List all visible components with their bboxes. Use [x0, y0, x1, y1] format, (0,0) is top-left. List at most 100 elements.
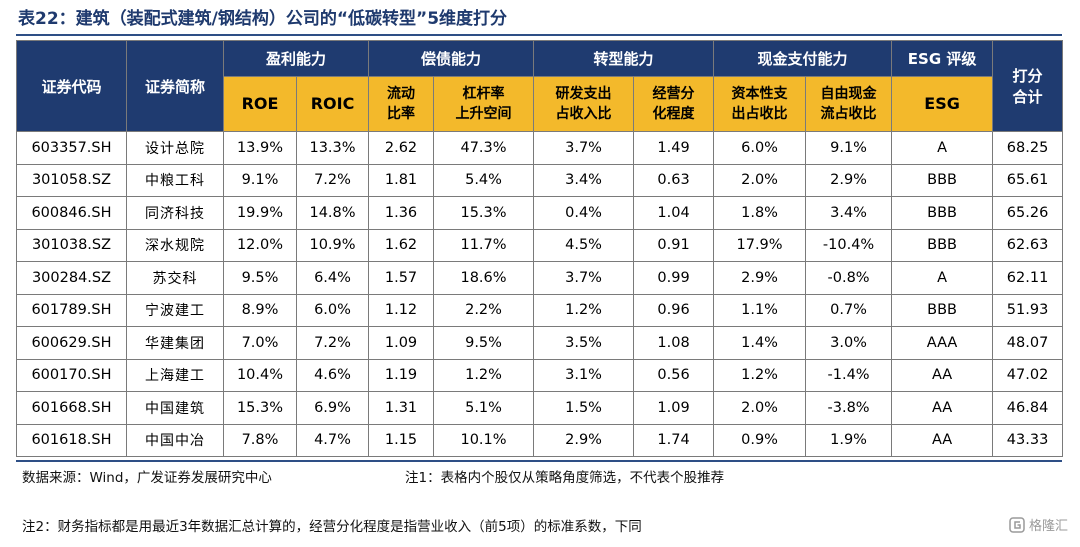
- table-cell: 3.4%: [533, 163, 635, 197]
- table-bottom-rule: [16, 460, 1062, 462]
- table-cell: 1.09: [368, 326, 435, 360]
- table-cell: 2.9%: [805, 163, 893, 197]
- header-metric-6: 资本性支 出占收比: [713, 76, 807, 132]
- table-cell: 10.9%: [295, 228, 370, 262]
- table-cell: 9.1%: [805, 131, 893, 165]
- table-cell: 601789.SH: [16, 293, 127, 327]
- header-metric-3: 杠杆率 上升空间: [433, 76, 535, 132]
- table-cell: 设计总院: [126, 131, 224, 165]
- table-cell: 0.96: [633, 293, 715, 327]
- table-cell: 3.7%: [533, 131, 635, 165]
- table-cell: 1.1%: [713, 293, 807, 327]
- table-cell: 3.5%: [533, 326, 635, 360]
- table-cell: 0.9%: [713, 423, 807, 457]
- table-cell: 9.5%: [223, 261, 297, 295]
- note-1: 注1：表格内个股仅从策略角度筛选，不代表个股推荐: [405, 470, 725, 486]
- table-cell: 10.4%: [223, 358, 297, 392]
- table-row: 300284.SZ 苏交科 9.5% 6.4% 1.57 18.6% 3.7% 0.99 2.9…: [16, 261, 1064, 295]
- header-group-solvency: 偿债能力: [368, 40, 535, 77]
- score-table: 证券代码 证券简称 盈利能力 偿债能力 转型能力 现金支付能力 ESG 评级 打…: [16, 40, 1064, 457]
- table-cell: 8.9%: [223, 293, 297, 327]
- table-cell: 0.4%: [533, 196, 635, 230]
- header-group-profitability: 盈利能力: [222, 40, 370, 77]
- table-cell: 0.56: [633, 358, 715, 392]
- gelonghui-logo-icon: [1009, 516, 1025, 533]
- table-cell: 1.36: [368, 196, 435, 230]
- table-cell: -10.4%: [805, 228, 893, 262]
- header-name: 证券简称: [126, 40, 224, 132]
- table-cell: 7.0%: [223, 326, 297, 360]
- table-cell: 7.2%: [295, 326, 370, 360]
- table-cell: BBB: [891, 196, 994, 230]
- table-cell: 7.2%: [295, 163, 370, 197]
- table-cell: -3.8%: [805, 391, 893, 425]
- table-cell: 5.4%: [433, 163, 535, 197]
- table-cell: 3.0%: [805, 326, 893, 360]
- table-cell: 1.8%: [713, 196, 807, 230]
- header-metric-8: ESG: [891, 76, 994, 132]
- table-cell: 51.93: [992, 293, 1064, 327]
- table-cell: 62.63: [992, 228, 1064, 262]
- table-cell: BBB: [891, 163, 994, 197]
- table-cell: 15.3%: [433, 196, 535, 230]
- watermark: 格隆汇: [1009, 515, 1068, 534]
- table-cell: AA: [891, 423, 994, 457]
- table-cell: 0.91: [633, 228, 715, 262]
- table-cell: BBB: [891, 293, 994, 327]
- header-score: 打分 合计: [992, 40, 1064, 132]
- header-metric-line1: 自由现金: [820, 86, 877, 102]
- table-row: 301058.SZ 中粮工科 9.1% 7.2% 1.81 5.4% 3.4% 0.63 2.0…: [16, 163, 1064, 197]
- table-cell: 3.1%: [533, 358, 635, 392]
- table-cell: AA: [891, 391, 994, 425]
- table-cell: 中国中冶: [126, 423, 224, 457]
- table-cell: 1.74: [633, 423, 715, 457]
- table-cell: 11.7%: [433, 228, 535, 262]
- table-cell: 1.15: [368, 423, 435, 457]
- table-cell: 3.4%: [805, 196, 893, 230]
- header-row-groups: 证券代码 证券简称 盈利能力 偿债能力 转型能力 现金支付能力 ESG 评级 打…: [16, 40, 1064, 132]
- table-cell: 10.1%: [433, 423, 535, 457]
- header-code: 证券代码: [16, 40, 127, 132]
- data-source: 数据来源：Wind，广发证券发展研究中心: [22, 470, 272, 486]
- table-cell: 宁波建工: [126, 293, 224, 327]
- table-cell: 2.0%: [713, 163, 807, 197]
- table-cell: 600629.SH: [16, 326, 127, 360]
- table-cell: 6.0%: [713, 131, 807, 165]
- table-row: 601668.SH 中国建筑 15.3% 6.9% 1.31 5.1% 1.5% 1.09 2.…: [16, 391, 1064, 425]
- table-cell: 603357.SH: [16, 131, 127, 165]
- header-metric-2: 流动 比率: [368, 76, 435, 132]
- header-metric-line2: 上升空间: [455, 106, 512, 122]
- table-cell: 12.0%: [223, 228, 297, 262]
- table-row: 603357.SH 设计总院 13.9% 13.3% 2.62 47.3% 3.7% 1.49…: [16, 131, 1064, 165]
- table-cell: 65.61: [992, 163, 1064, 197]
- header-metric-line1: ESG: [924, 94, 960, 113]
- table-cell: 601618.SH: [16, 423, 127, 457]
- header-metric-line1: 资本性支: [731, 86, 788, 102]
- table-cell: 65.26: [992, 196, 1064, 230]
- table-cell: 301038.SZ: [16, 228, 127, 262]
- table-cell: 同济科技: [126, 196, 224, 230]
- header-metric-line1: 研发支出: [555, 86, 612, 102]
- table-cell: 48.07: [992, 326, 1064, 360]
- table-cell: 2.0%: [713, 391, 807, 425]
- table-cell: 6.0%: [295, 293, 370, 327]
- table-cell: 1.57: [368, 261, 435, 295]
- table-row: 301038.SZ 深水规院 12.0% 10.9% 1.62 11.7% 4.5% 0.91…: [16, 228, 1064, 262]
- table-cell: -0.8%: [805, 261, 893, 295]
- table-cell: 600170.SH: [16, 358, 127, 392]
- table-cell: 中粮工科: [126, 163, 224, 197]
- table-cell: 3.7%: [533, 261, 635, 295]
- table-cell: 1.4%: [713, 326, 807, 360]
- table-cell: 15.3%: [223, 391, 297, 425]
- table-cell: 13.3%: [295, 131, 370, 165]
- table-cell: 1.2%: [433, 358, 535, 392]
- table-cell: 43.33: [992, 423, 1064, 457]
- table-cell: 18.6%: [433, 261, 535, 295]
- table-cell: 苏交科: [126, 261, 224, 295]
- header-metric-line1: ROE: [241, 94, 279, 113]
- table-cell: 1.31: [368, 391, 435, 425]
- table-cell: 1.49: [633, 131, 715, 165]
- table-cell: 1.62: [368, 228, 435, 262]
- table-cell: 0.99: [633, 261, 715, 295]
- table-cell: A: [891, 261, 994, 295]
